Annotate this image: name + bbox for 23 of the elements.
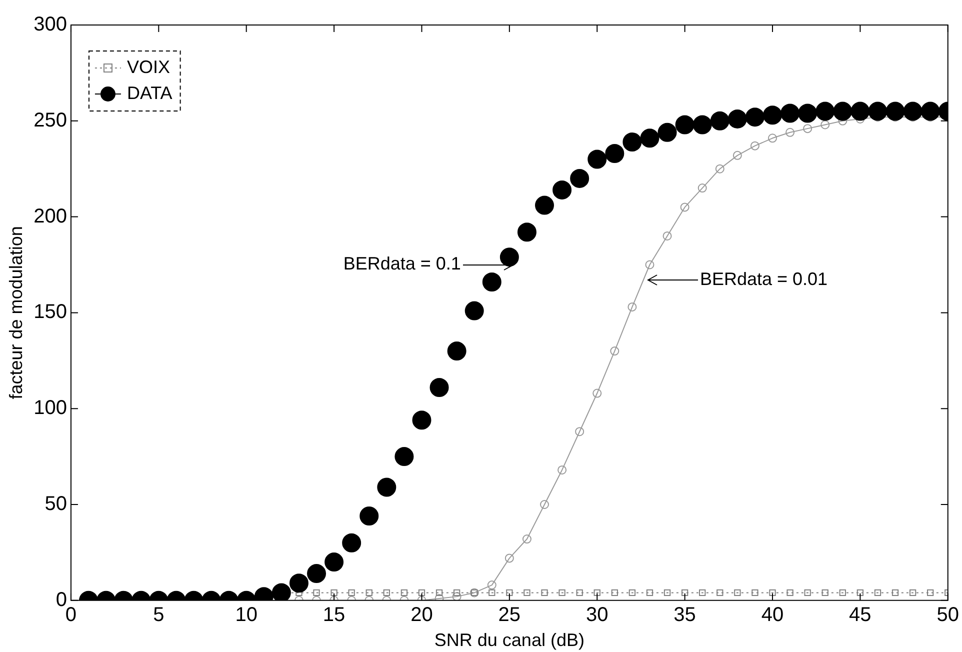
x-tick-label: 15 bbox=[322, 604, 346, 626]
y-tick-label: 50 bbox=[44, 493, 67, 516]
y-tick-label: 300 bbox=[34, 14, 67, 36]
x-tick-label: 50 bbox=[936, 604, 959, 626]
y-axis-title: facteur de modulation bbox=[6, 226, 26, 400]
y-tick-label: 0 bbox=[56, 588, 67, 611]
y-tick-label: 100 bbox=[34, 397, 67, 420]
x-tick-label: 30 bbox=[586, 604, 608, 626]
x-axis-title: SNR du canal (dB) bbox=[434, 630, 584, 650]
x-tick-label: 20 bbox=[410, 604, 433, 626]
y-tick-label: 200 bbox=[34, 205, 67, 228]
y-tick-label: 150 bbox=[34, 301, 67, 324]
x-tick-label: 5 bbox=[153, 604, 164, 626]
x-tick-label: 35 bbox=[674, 604, 696, 626]
annotation: BERdata = 0.1 bbox=[343, 254, 461, 274]
legend-label: VOIX bbox=[126, 56, 170, 77]
annotation: BERdata = 0.01 bbox=[700, 269, 828, 290]
y-tick-label: 250 bbox=[34, 109, 67, 132]
x-tick-label: 45 bbox=[849, 604, 872, 626]
x-tick-label: 25 bbox=[498, 604, 521, 626]
legend-label: DATA bbox=[126, 82, 172, 103]
x-tick-label: 40 bbox=[761, 604, 784, 626]
x-tick-label: 10 bbox=[235, 604, 258, 626]
